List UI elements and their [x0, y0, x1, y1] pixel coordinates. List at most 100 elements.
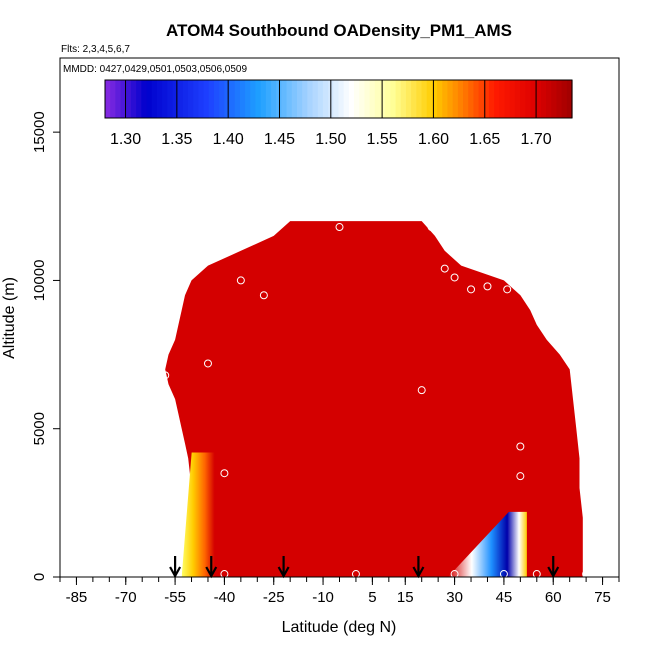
colorbar-cell	[172, 80, 179, 118]
sample-point	[161, 371, 170, 380]
colorbar-cell	[291, 80, 298, 118]
colorbar-cell	[255, 80, 262, 118]
flights-label: Flts: 2,3,4,5,6,7	[61, 44, 130, 55]
x-tick-label: -10	[312, 589, 334, 606]
colorbar-cell	[499, 80, 506, 118]
colorbar-cell	[520, 80, 526, 118]
colorbar-tick-label: 1.70	[521, 131, 552, 148]
colorbar-cell	[105, 80, 111, 118]
colorbar-tick-label: 1.45	[264, 131, 295, 148]
sample-point	[450, 273, 459, 282]
colorbar-cell	[437, 80, 443, 118]
colorbar-cell	[374, 80, 381, 118]
y-tick-label: 15000	[31, 111, 48, 153]
colorbar-cell	[525, 80, 532, 118]
y-tick-label: 0	[31, 573, 48, 581]
colorbar-cell	[380, 80, 386, 118]
colorbar-cell	[141, 80, 148, 118]
sample-point	[503, 285, 512, 294]
x-axis-label: Latitude (deg N)	[282, 619, 397, 636]
sample-point	[417, 386, 426, 395]
colorbar-cell	[219, 80, 225, 118]
colorbar-cell	[224, 80, 231, 118]
colorbar-tick-label: 1.65	[469, 131, 500, 148]
colorbar-cell	[151, 80, 158, 118]
x-tick-label: 5	[368, 589, 376, 606]
colorbar-cell	[556, 80, 563, 118]
sample-point	[259, 291, 268, 300]
x-tick-label: -70	[115, 589, 137, 606]
colorbar-cell	[136, 80, 142, 118]
colorbar-cell	[514, 80, 521, 118]
sample-point	[440, 264, 449, 273]
flight-arrow-head	[205, 566, 218, 579]
sample-point	[236, 276, 245, 285]
colorbar-cell	[405, 80, 412, 118]
colorbar-cell	[167, 80, 174, 118]
sample-point	[483, 282, 492, 291]
y-axis-label: Altitude (m)	[1, 277, 18, 359]
colorbar-cell	[115, 80, 122, 118]
colorbar-cell	[395, 80, 402, 118]
colorbar-cell	[488, 80, 495, 118]
colorbar-cell	[162, 80, 168, 118]
colorbar-cell	[561, 80, 568, 118]
sample-point	[578, 356, 587, 365]
colorbar-cell	[239, 80, 246, 118]
colorbar-cell	[271, 80, 277, 118]
colorbar-cell	[369, 80, 376, 118]
colorbar-cell	[245, 80, 251, 118]
colorbar-cell	[307, 80, 314, 118]
x-tick-label: -55	[164, 589, 186, 606]
low-value-region	[181, 452, 215, 577]
colorbar-cell	[125, 80, 132, 118]
x-tick-label: 75	[594, 589, 611, 606]
x-tick-label: 60	[545, 589, 562, 606]
colorbar-cell	[333, 80, 340, 118]
colorbar-tick-label: 1.50	[315, 131, 346, 148]
colorbar-tick-label: 1.40	[213, 131, 244, 148]
sample-point	[582, 570, 591, 579]
colorbar-cell	[203, 80, 210, 118]
colorbar-cell	[348, 80, 355, 118]
colorbar-cell	[442, 80, 449, 118]
colorbar-cell	[198, 80, 205, 118]
colorbar-frame	[104, 79, 573, 119]
colorbar-cell	[338, 80, 345, 118]
colorbar-cell	[213, 80, 220, 118]
colorbar-cell	[540, 80, 547, 118]
colorbar-cell	[296, 80, 303, 118]
colorbar-cell	[530, 80, 537, 118]
sample-point	[220, 469, 229, 478]
colorbar-cell	[188, 80, 194, 118]
colorbar-cell	[317, 80, 324, 118]
colorbar-cell	[343, 80, 350, 118]
colorbar-cell	[447, 80, 454, 118]
colorbar-cell	[265, 80, 272, 118]
colorbar-cell	[566, 80, 573, 118]
colorbar-cell	[182, 80, 189, 118]
colorbar-cell	[483, 80, 490, 118]
sample-point	[516, 442, 525, 451]
colorbar-cell	[120, 80, 127, 118]
x-tick-label: 15	[397, 589, 414, 606]
y-tick-label: 10000	[31, 260, 48, 302]
colorbar-cell	[478, 80, 485, 118]
colorbar-cell	[193, 80, 199, 118]
colorbar-cell	[177, 80, 184, 118]
sample-point	[203, 359, 212, 368]
x-tick-label: -85	[66, 589, 88, 606]
colorbar-cell	[426, 80, 433, 118]
colorbar-cell	[457, 80, 464, 118]
colorbar-cell	[551, 80, 558, 118]
colorbar-cell	[504, 80, 511, 118]
colorbar: 1.30 1.35 1.40 1.45 1.50 1.55 1.60 1.65 1.70	[104, 79, 573, 148]
sample-point	[516, 472, 525, 481]
colorbar-cell	[416, 80, 423, 118]
sample-point	[427, 223, 436, 232]
colorbar-cell	[452, 80, 459, 118]
colorbar-cell	[385, 80, 391, 118]
colorbar-cell	[411, 80, 417, 118]
colorbar-cell	[302, 80, 308, 118]
